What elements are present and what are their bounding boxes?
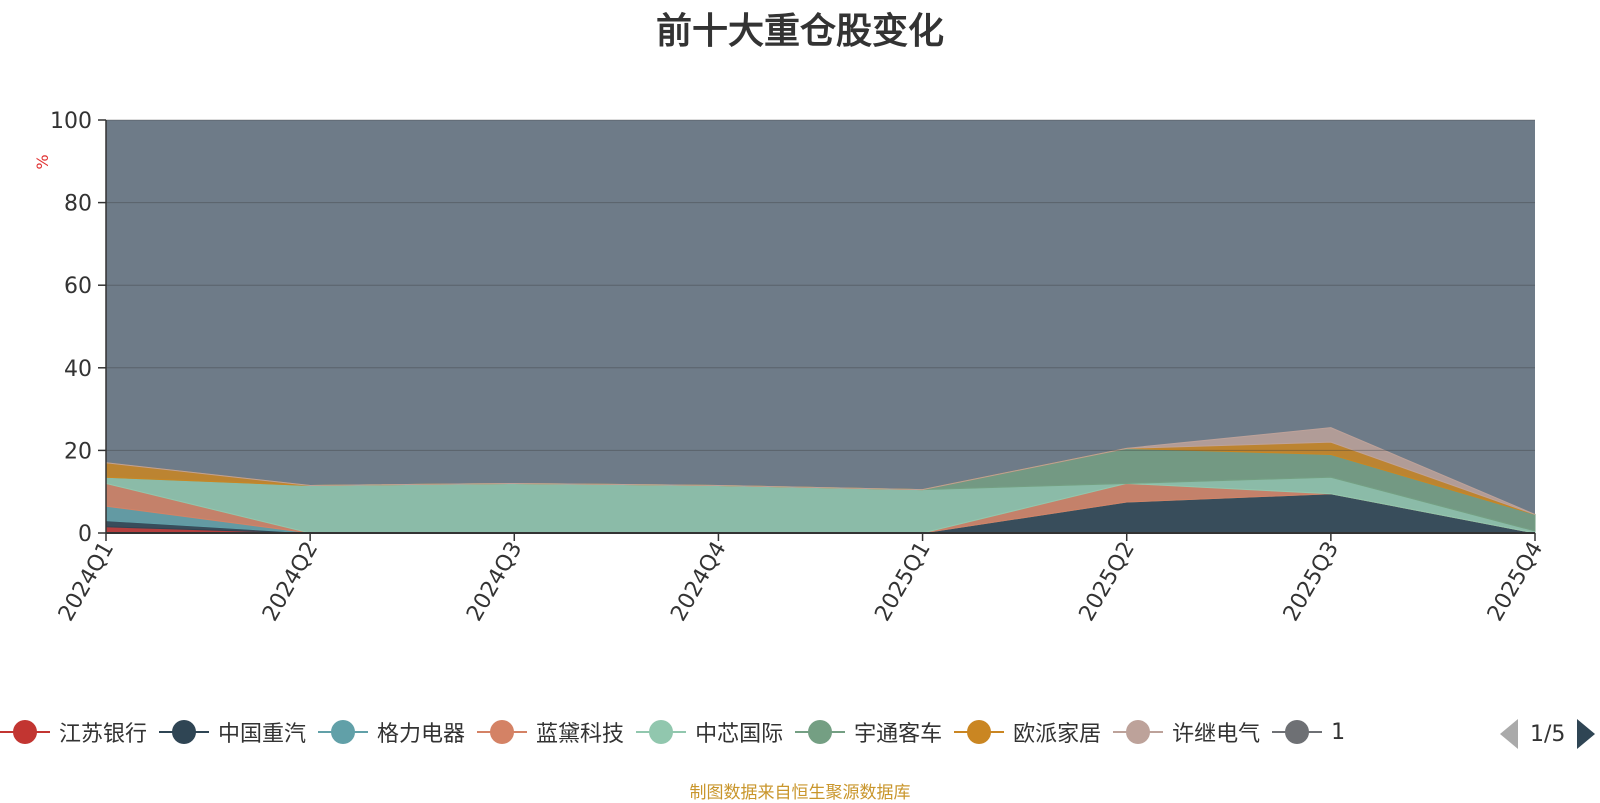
y-tick-label: 40: [64, 357, 92, 382]
legend-label: 江苏银行: [59, 722, 148, 747]
y-tick-label: 60: [64, 274, 92, 299]
legend-item[interactable]: 江苏银行: [0, 716, 147, 748]
legend-item[interactable]: 欧派家居: [954, 716, 1101, 748]
legend-label: 中芯国际: [695, 722, 784, 747]
legend-marker-icon: [318, 720, 369, 744]
legend-marker-icon: [159, 720, 210, 744]
x-tick-label: 2025Q3: [1279, 538, 1344, 626]
x-tick-label: 2025Q4: [1483, 538, 1548, 626]
legend-item[interactable]: 中国重汽: [159, 716, 306, 748]
legend-item[interactable]: 格力电器: [318, 716, 465, 748]
legend-marker-icon: [795, 720, 846, 744]
x-tick-label: 2025Q2: [1075, 538, 1140, 626]
legend-marker-icon: [954, 720, 1005, 744]
legend: 江苏银行 中国重汽 格力电器 蓝黛科技 中芯国际 宇通客车 欧派家居 许继电气 1: [0, 716, 1485, 752]
y-tick-label: 20: [64, 439, 92, 464]
legend-item[interactable]: 许继电气: [1113, 716, 1260, 748]
x-tick-label: 2024Q4: [666, 538, 731, 626]
legend-marker-icon: [0, 720, 50, 744]
legend-label: 蓝黛科技: [536, 722, 625, 747]
legend-label: 许继电气: [1172, 722, 1261, 747]
legend-label: 中国重汽: [218, 722, 307, 747]
legend-next-page-icon[interactable]: [1577, 719, 1596, 749]
legend-pager: 1/5: [1500, 716, 1596, 752]
legend-item[interactable]: 中芯国际: [636, 716, 783, 748]
legend-item[interactable]: 蓝黛科技: [477, 716, 624, 748]
x-tick-label: 2024Q2: [258, 538, 323, 626]
legend-marker-icon: [1272, 720, 1323, 744]
legend-label: 宇通客车: [854, 722, 943, 747]
legend-marker-icon: [477, 720, 528, 744]
x-tick-label: 2024Q3: [462, 538, 527, 626]
source-note: 制图数据来自恒生聚源数据库: [689, 783, 911, 803]
legend-marker-icon: [1113, 720, 1164, 744]
chart-title: 前十大重仓股变化: [655, 11, 944, 52]
y-tick-label: 80: [64, 192, 92, 217]
x-tick-label: 2024Q1: [54, 538, 119, 626]
legend-label: 格力电器: [377, 722, 466, 747]
legend-label: 欧派家居: [1013, 722, 1102, 747]
legend-label: 1: [1331, 719, 1346, 745]
legend-marker-icon: [636, 720, 687, 744]
legend-page-indicator: 1/5: [1530, 721, 1566, 747]
legend-item[interactable]: 1: [1272, 720, 1345, 745]
y-tick-label: 100: [50, 109, 92, 134]
legend-prev-page-icon[interactable]: [1500, 719, 1518, 749]
area-series-8: [105, 427, 1536, 515]
y-axis-label: %: [33, 154, 52, 169]
y-tick-label: 0: [78, 522, 92, 547]
legend-item[interactable]: 宇通客车: [795, 716, 942, 748]
x-tick-label: 2025Q1: [870, 538, 935, 626]
